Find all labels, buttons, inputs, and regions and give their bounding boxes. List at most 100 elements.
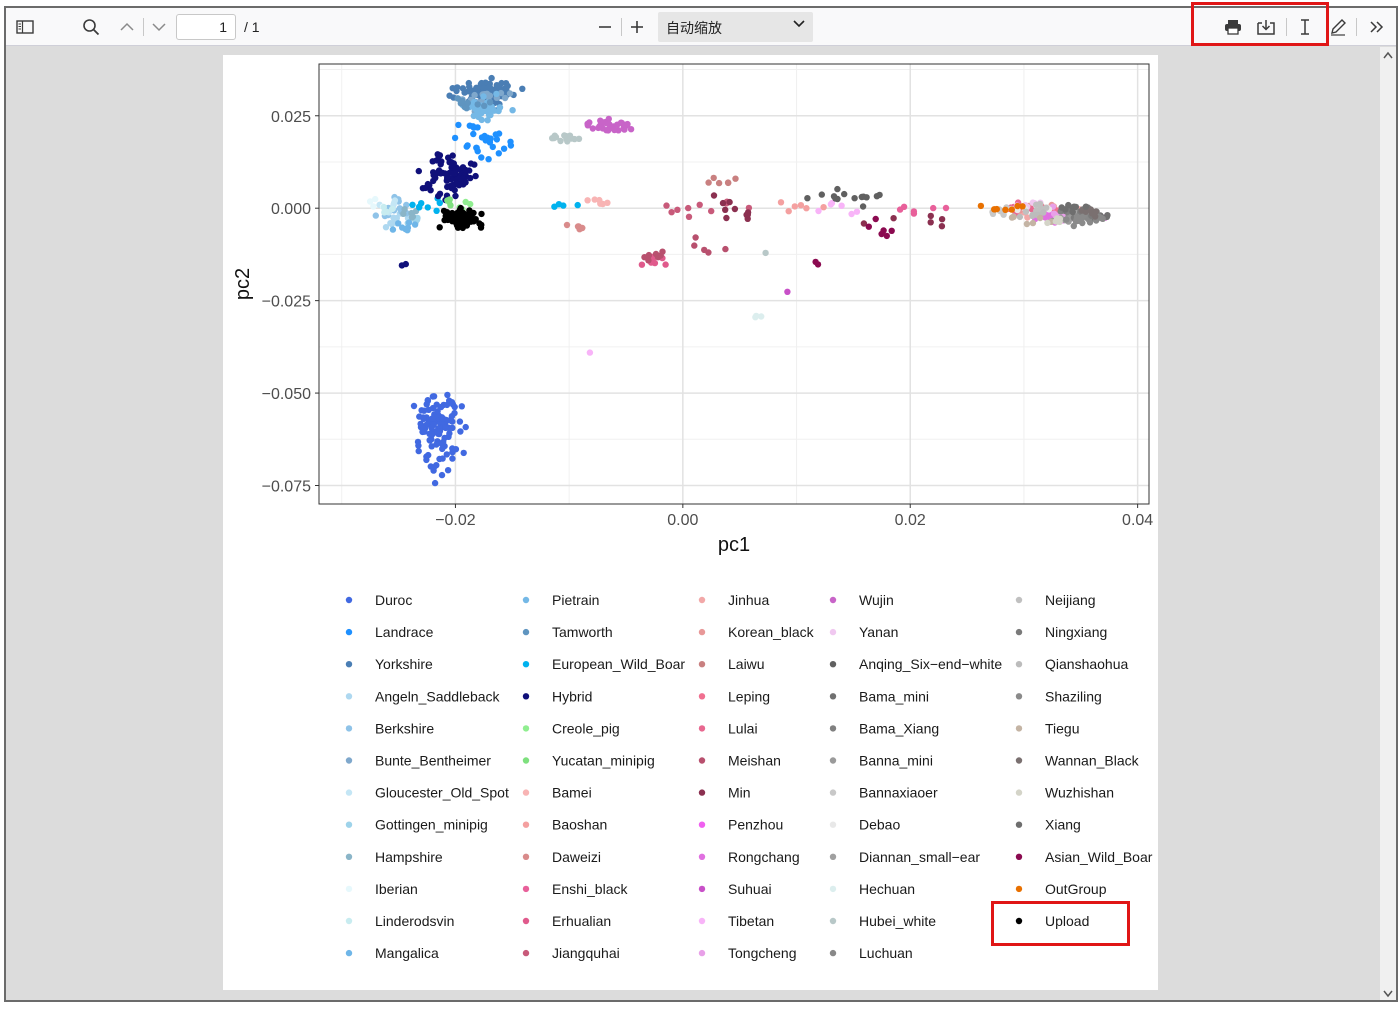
chevron-up-icon[interactable] bbox=[114, 14, 140, 40]
data-point bbox=[830, 193, 838, 200]
data-point bbox=[701, 246, 708, 254]
document-viewport[interactable]: −0.02 0.00 0.02 0.04 0.025 0.000 −0.025 −0.050 −… bbox=[6, 47, 1382, 1000]
data-point bbox=[627, 126, 635, 133]
data-point bbox=[1072, 203, 1080, 211]
vertical-scrollbar[interactable] bbox=[1380, 47, 1396, 1000]
data-point bbox=[1024, 214, 1031, 221]
legend-key bbox=[345, 885, 353, 893]
data-point bbox=[725, 179, 732, 187]
data-point bbox=[495, 107, 502, 115]
data-point bbox=[599, 125, 606, 132]
data-point bbox=[1036, 214, 1044, 222]
legend-key bbox=[1015, 885, 1023, 893]
minus-icon[interactable] bbox=[592, 14, 618, 40]
zoom-value: 自动缩放 bbox=[666, 20, 722, 36]
legend-label: Bannaxiaoer bbox=[859, 785, 938, 801]
data-point bbox=[381, 209, 388, 216]
data-point bbox=[415, 447, 422, 455]
double-chevron-right-icon[interactable] bbox=[1364, 14, 1390, 40]
data-point bbox=[467, 160, 475, 167]
data-point bbox=[560, 202, 567, 209]
legend-label: Wuzhishan bbox=[1045, 785, 1114, 801]
data-point bbox=[927, 219, 934, 226]
data-point bbox=[453, 216, 461, 224]
data-point bbox=[723, 214, 730, 222]
data-point bbox=[382, 224, 390, 231]
data-point bbox=[451, 409, 458, 417]
data-point bbox=[471, 91, 478, 99]
data-point bbox=[436, 428, 444, 435]
zoom-select[interactable]: 自动缩放 bbox=[658, 12, 813, 42]
data-point bbox=[493, 136, 501, 143]
data-point bbox=[815, 207, 822, 215]
data-point bbox=[444, 391, 451, 399]
data-point bbox=[1050, 210, 1058, 217]
data-point bbox=[878, 230, 885, 238]
legend-key bbox=[522, 757, 530, 764]
plus-icon[interactable] bbox=[624, 14, 650, 40]
legend-label: Yucatan_minipig bbox=[552, 753, 655, 769]
data-point bbox=[435, 192, 442, 200]
data-point bbox=[1054, 218, 1061, 225]
data-point bbox=[460, 449, 467, 457]
data-point bbox=[453, 87, 460, 95]
sidebar-toggle-icon[interactable] bbox=[12, 14, 38, 40]
data-point bbox=[446, 417, 454, 424]
scroll-down-icon[interactable] bbox=[1380, 986, 1396, 1000]
print-icon[interactable] bbox=[1220, 14, 1246, 40]
data-point bbox=[930, 204, 937, 212]
legend-key bbox=[522, 917, 530, 925]
data-point bbox=[858, 193, 865, 201]
data-point bbox=[1016, 213, 1024, 221]
legend-label: Anqing_Six−end−white bbox=[859, 656, 1002, 672]
y-tick-label: −0.025 bbox=[262, 294, 311, 311]
data-point bbox=[472, 172, 479, 180]
data-point bbox=[411, 221, 419, 228]
legend-key bbox=[345, 596, 353, 604]
data-point bbox=[652, 250, 660, 258]
legend-label: Wujin bbox=[859, 592, 894, 608]
data-point bbox=[372, 212, 379, 219]
data-point bbox=[464, 99, 471, 107]
x-axis-title: pc1 bbox=[718, 534, 750, 556]
data-point bbox=[501, 94, 509, 102]
data-point bbox=[430, 169, 437, 176]
data-point bbox=[446, 92, 453, 99]
data-point bbox=[977, 202, 985, 210]
data-point bbox=[441, 216, 448, 224]
legend-label: Lulai bbox=[728, 720, 758, 736]
data-point bbox=[430, 464, 437, 472]
legend-label: Hybrid bbox=[552, 688, 592, 704]
pdf-viewer-window: / 1 自动缩放 bbox=[4, 6, 1398, 1002]
data-point bbox=[478, 116, 485, 124]
data-point bbox=[705, 179, 712, 186]
data-point bbox=[462, 423, 469, 431]
data-point bbox=[1104, 212, 1111, 219]
data-point bbox=[1058, 204, 1065, 211]
legend-label: Iberian bbox=[375, 881, 418, 897]
data-point bbox=[719, 199, 727, 207]
page-number-input[interactable] bbox=[176, 14, 236, 40]
data-point bbox=[462, 198, 469, 206]
text-cursor-icon[interactable] bbox=[1292, 14, 1318, 40]
legend-key bbox=[1015, 821, 1023, 828]
search-icon[interactable] bbox=[78, 14, 104, 40]
data-point bbox=[443, 401, 451, 409]
data-point bbox=[390, 199, 398, 207]
pencil-icon[interactable] bbox=[1325, 14, 1351, 40]
data-point bbox=[486, 83, 493, 91]
legend-key bbox=[1015, 789, 1023, 796]
legend-key bbox=[1015, 853, 1023, 860]
chevron-down-icon[interactable] bbox=[146, 14, 172, 40]
data-point bbox=[485, 156, 492, 163]
data-point bbox=[428, 424, 435, 431]
scroll-up-icon[interactable] bbox=[1380, 47, 1396, 63]
download-icon[interactable] bbox=[1253, 14, 1279, 40]
data-point bbox=[474, 101, 481, 108]
legend-label: Angeln_Saddleback bbox=[375, 688, 501, 704]
data-point bbox=[387, 220, 394, 227]
legend-key bbox=[829, 789, 837, 796]
data-point bbox=[398, 262, 406, 269]
data-point bbox=[456, 418, 464, 425]
data-point bbox=[600, 119, 608, 126]
